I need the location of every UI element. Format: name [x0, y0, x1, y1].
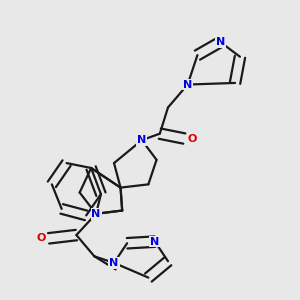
Text: O: O: [188, 134, 197, 143]
Text: N: N: [183, 80, 192, 90]
Text: O: O: [37, 233, 46, 243]
Text: N: N: [137, 135, 146, 145]
Text: N: N: [216, 37, 225, 47]
Text: N: N: [92, 209, 100, 219]
Text: N: N: [150, 237, 160, 247]
Text: N: N: [110, 258, 118, 268]
